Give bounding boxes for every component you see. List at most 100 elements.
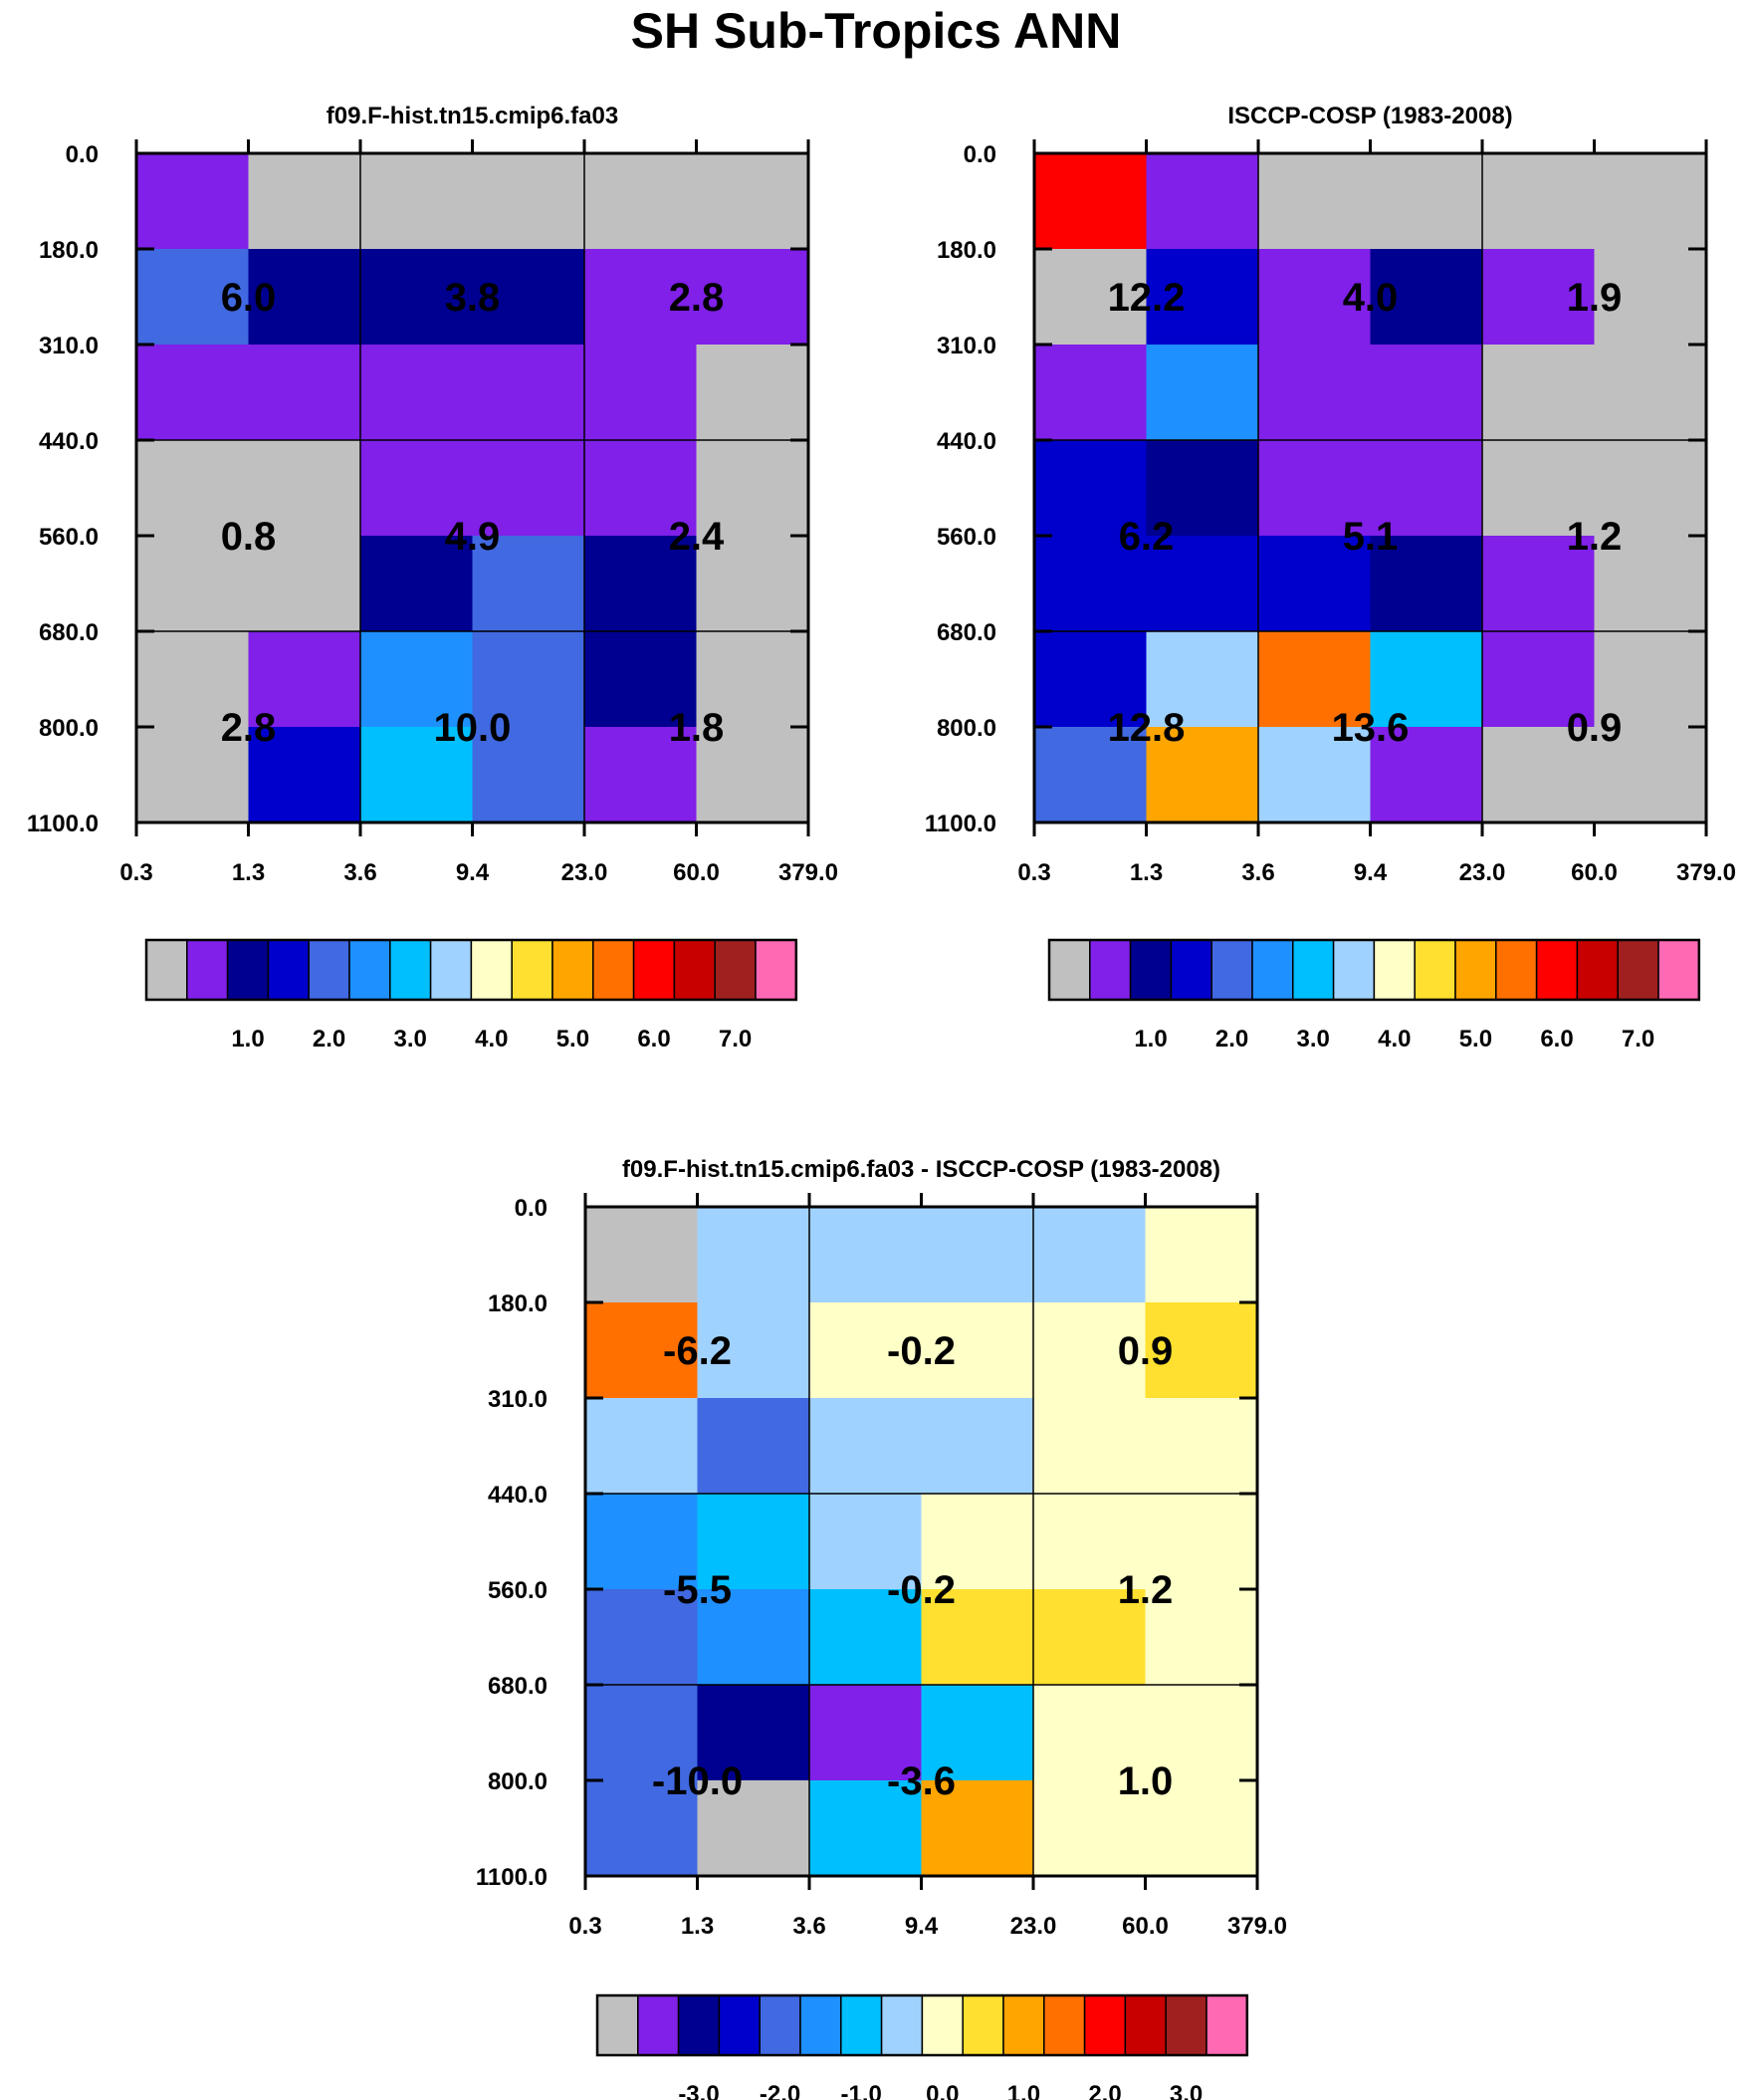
heatmap-cell (696, 440, 809, 537)
colorbar-label: 1.0 (231, 1026, 264, 1052)
colorbar-swatch (551, 939, 594, 1001)
heatmap-cell (585, 1494, 699, 1590)
heatmap-cell (585, 1398, 699, 1495)
heatmap-cell (1146, 440, 1259, 537)
colorbar-label: 6.0 (1540, 1026, 1573, 1052)
heatmap-cell (585, 1302, 699, 1399)
heatmap-cell (360, 153, 474, 250)
colorbar-swatch (755, 939, 797, 1001)
heatmap-cell (136, 249, 250, 346)
heatmap-cell (1146, 153, 1259, 250)
heatmap-cell (1370, 727, 1483, 823)
colorbar-swatch (1576, 939, 1619, 1001)
colorbar-swatch (759, 1994, 801, 2056)
heatmap-cell (1033, 1398, 1147, 1495)
heatmap-cell (697, 1207, 810, 1303)
heatmap-cell (809, 1780, 923, 1877)
heatmap-cell (696, 536, 809, 632)
x-tick-label: 1.3 (681, 1913, 714, 1940)
data-label: 13.6 (1332, 706, 1410, 750)
colorbar-label: 3.0 (1170, 2081, 1203, 2100)
heatmap-cell (248, 727, 361, 823)
heatmap-cell (1146, 631, 1259, 728)
colorbar-swatch (1292, 939, 1335, 1001)
heatmap-cell (1594, 153, 1707, 250)
heatmap-cell (136, 631, 250, 728)
heatmap-cell (584, 536, 698, 632)
heatmap-cell (1034, 345, 1148, 441)
x-tick-label: 379.0 (778, 859, 838, 886)
y-tick-label: 180.0 (488, 1290, 548, 1317)
heatmap-cell (1370, 153, 1483, 250)
y-tick-label: 1100.0 (476, 1864, 548, 1891)
y-tick-label: 310.0 (488, 1386, 548, 1413)
heatmap-cell (697, 1589, 810, 1686)
data-label: 1.2 (1118, 1568, 1174, 1612)
heatmap-cell (360, 727, 474, 823)
heatmap-cell (809, 1207, 923, 1303)
colorbar-swatch (592, 939, 635, 1001)
colorbar-swatch (1165, 1994, 1207, 2056)
heatmap-cell (1034, 440, 1148, 537)
heatmap-cell (1146, 727, 1259, 823)
x-tick-label: 0.3 (1017, 859, 1050, 886)
y-tick-label: 800.0 (937, 715, 996, 742)
y-tick-label: 680.0 (39, 619, 99, 646)
data-label: -0.2 (887, 1329, 956, 1373)
heatmap-cell (921, 1685, 1034, 1781)
colorbar-swatch (840, 1994, 883, 2056)
heatmap-cell (1482, 153, 1596, 250)
heatmap-cell (697, 1780, 810, 1877)
heatmap-cell (360, 249, 474, 346)
colorbar-label: 2.0 (313, 1026, 345, 1052)
x-tick-label: 1.3 (232, 859, 265, 886)
colorbar-swatch (1002, 1994, 1045, 2056)
heatmap-cell (1034, 153, 1148, 250)
colorbar-frame (595, 1993, 1249, 2057)
heatmap-cell (584, 345, 698, 441)
colorbar-frame (1047, 938, 1701, 1002)
heatmap-cell (1034, 536, 1148, 632)
colorbar-swatch (348, 939, 391, 1001)
colorbar-label: -3.0 (678, 2081, 719, 2100)
heatmap-cell (248, 249, 361, 346)
panel-title: ISCCP-COSP (1983-2008) (1227, 103, 1512, 129)
colorbar-label: 3.0 (1297, 1026, 1330, 1052)
y-tick-label: 800.0 (39, 715, 99, 742)
heatmap-cell (584, 727, 698, 823)
data-label: -6.2 (663, 1329, 732, 1373)
heatmap-cell (136, 153, 250, 250)
colorbar-swatch (1495, 939, 1538, 1001)
colorbar-swatch (677, 1994, 721, 2056)
colorbar-swatch (511, 939, 553, 1001)
y-tick-label: 680.0 (488, 1673, 548, 1700)
colorbar-swatch (1206, 1994, 1248, 2056)
colorbar-swatch (1043, 1994, 1086, 2056)
heatmap-cell (1482, 631, 1596, 728)
heatmap-cell (1258, 631, 1372, 728)
y-tick-label: 180.0 (39, 237, 99, 264)
data-label: 5.1 (1343, 515, 1399, 559)
heatmap-cell (1594, 249, 1707, 346)
data-label: 4.9 (445, 515, 501, 559)
colorbar-swatch (389, 939, 432, 1001)
panel-title: f09.F-hist.tn15.cmip6.fa03 - ISCCP-COSP … (622, 1156, 1220, 1183)
data-label: 2.8 (221, 706, 277, 750)
data-label: 1.0 (1118, 1759, 1174, 1803)
colorbar-swatch (1124, 1994, 1167, 2056)
data-label: 3.8 (445, 276, 501, 320)
heatmap-cell (360, 631, 474, 728)
y-tick-label: 310.0 (39, 333, 99, 359)
colorbar-label: 5.0 (556, 1026, 589, 1052)
heatmap-cell (1145, 1494, 1258, 1590)
heatmap-cell (1145, 1207, 1258, 1303)
data-label: 1.2 (1567, 515, 1623, 559)
data-label: 1.8 (669, 706, 725, 750)
heatmap-cell (1370, 631, 1483, 728)
heatmap-cell (472, 536, 585, 632)
data-label: 10.0 (434, 706, 512, 750)
y-tick-label: 1100.0 (925, 811, 996, 837)
heatmap-cell (1033, 1302, 1147, 1399)
x-tick-label: 379.0 (1676, 859, 1736, 886)
heatmap-cell (360, 536, 474, 632)
